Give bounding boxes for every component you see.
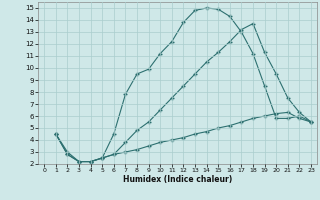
X-axis label: Humidex (Indice chaleur): Humidex (Indice chaleur) xyxy=(123,175,232,184)
